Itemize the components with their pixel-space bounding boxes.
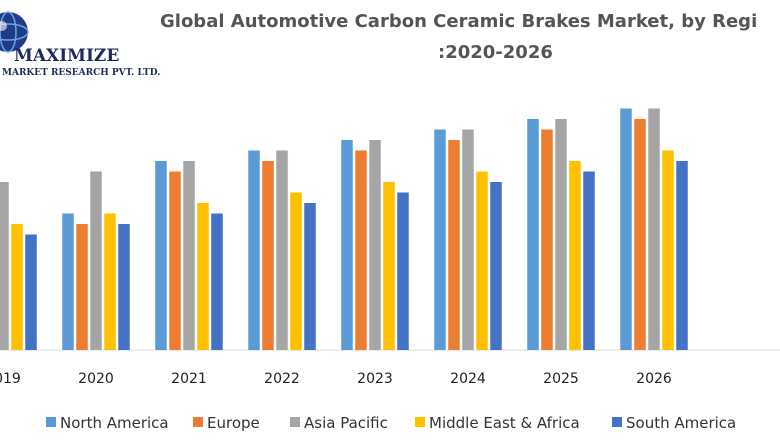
bar-2026-south-america xyxy=(676,161,688,350)
bar-2023-asia-pacific xyxy=(369,140,381,350)
bar-2021-asia-pacific xyxy=(183,161,195,350)
legend-label: North America xyxy=(60,414,169,432)
bar-2022-asia-pacific xyxy=(276,150,288,350)
x-tick-label: 2022 xyxy=(264,371,300,387)
legend-swatch xyxy=(415,417,425,427)
x-tick-label: 2024 xyxy=(450,371,486,387)
x-tick-label: 2023 xyxy=(357,371,393,387)
bar-2020-europe xyxy=(76,224,88,350)
legend-label: Europe xyxy=(207,414,260,432)
chart-subtitle: :2020-2026 xyxy=(438,42,553,63)
x-tick-label: 2019 xyxy=(0,371,21,387)
bar-2025-middle-east-africa xyxy=(569,161,581,350)
legend-label: Middle East & Africa xyxy=(429,414,580,432)
x-tick-label: 2026 xyxy=(636,371,672,387)
bar-2023-south-america xyxy=(397,192,409,350)
legend-label: South America xyxy=(626,414,736,432)
bar-2019-middle-east-africa xyxy=(11,224,23,350)
bar-2026-asia-pacific xyxy=(648,108,660,350)
bar-2022-middle-east-africa xyxy=(290,192,302,350)
bar-2021-europe xyxy=(169,171,181,350)
legend-item-asia-pacific: Asia Pacific xyxy=(290,414,388,432)
bar-2020-south-america xyxy=(118,224,130,350)
legend-item-north-america: North America xyxy=(46,414,169,432)
bar-2021-middle-east-africa xyxy=(197,203,209,350)
bar-2021-south-america xyxy=(211,213,223,350)
x-tick-label: 2021 xyxy=(171,371,207,387)
bar-2026-middle-east-africa xyxy=(662,150,674,350)
bar-2025-north-america xyxy=(527,119,539,350)
legend-swatch xyxy=(46,417,56,427)
bar-2024-middle-east-africa xyxy=(476,171,488,350)
legend-item-europe: Europe xyxy=(193,414,260,432)
company-logo: MAXIMIZE MARKET RESEARCH PVT. LTD. xyxy=(0,11,160,78)
bar-2023-europe xyxy=(355,150,367,350)
bar-2022-north-america xyxy=(248,150,260,350)
bar-2020-north-america xyxy=(62,213,74,350)
bar-2025-south-america xyxy=(583,171,595,350)
bar-2020-middle-east-africa xyxy=(104,213,116,350)
x-tick-labels: 2019 2020 2021 2022 2023 2024 2025 2026 xyxy=(0,371,672,387)
bar-2021-north-america xyxy=(155,161,167,350)
bars-layer xyxy=(0,108,688,350)
x-tick-label: 2020 xyxy=(78,371,114,387)
bar-2024-north-america xyxy=(434,129,446,350)
bar-2023-north-america xyxy=(341,140,353,350)
x-tick-label: 2025 xyxy=(543,371,579,387)
bar-2024-south-america xyxy=(490,182,502,350)
bar-2026-north-america xyxy=(620,108,632,350)
bar-2024-asia-pacific xyxy=(462,129,474,350)
bar-2023-middle-east-africa xyxy=(383,182,395,350)
bar-2026-europe xyxy=(634,119,646,350)
legend: North America Europe Asia Pacific Middle Ea… xyxy=(46,414,736,432)
legend-label: Asia Pacific xyxy=(304,414,388,432)
bar-2022-south-america xyxy=(304,203,316,350)
legend-item-middle-east-africa: Middle East & Africa xyxy=(415,414,580,432)
bar-2024-europe xyxy=(448,140,460,350)
logo-tagline: MARKET RESEARCH PVT. LTD. xyxy=(2,68,160,78)
bar-2025-asia-pacific xyxy=(555,119,567,350)
logo-name: MAXIMIZE xyxy=(14,46,119,66)
bar-2025-europe xyxy=(541,129,553,350)
globe-icon xyxy=(0,11,29,53)
chart-title: Global Automotive Carbon Ceramic Brakes … xyxy=(160,11,757,32)
bar-2022-europe xyxy=(262,161,274,350)
legend-swatch xyxy=(290,417,300,427)
bar-2019-south-america xyxy=(25,234,37,350)
bar-2019-asia-pacific xyxy=(0,182,9,350)
legend-swatch xyxy=(612,417,622,427)
legend-item-south-america: South America xyxy=(612,414,736,432)
legend-swatch xyxy=(193,417,203,427)
bar-2020-asia-pacific xyxy=(90,171,102,350)
